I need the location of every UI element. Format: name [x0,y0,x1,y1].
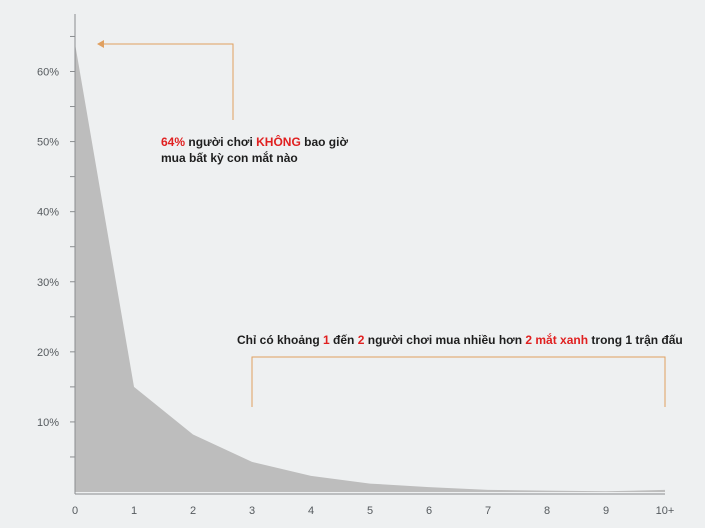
x-tick-label: 6 [426,505,432,517]
annotation-text: người chơi mua nhiều hơn [364,333,526,347]
annotation-text: bao giờ [300,135,348,149]
annotation-percent: 64% [161,135,186,149]
distribution-area [75,43,665,492]
annotation-buy-more: Chỉ có khoảng 1 đến 2 người chơi mua nhi… [237,332,683,348]
y-minor-ticks [70,35,75,458]
y-tick-label: 10% [37,417,59,429]
annotation-text: trận đấu [632,333,683,347]
x-tick-label: 5 [367,505,373,517]
annotation-line-1: 64% người chơi KHÔNG bao giờ [161,134,348,150]
annotation-highlight: 2 [357,333,365,347]
annotation-text: đến [329,333,358,347]
x-tick-label: 9 [603,505,609,517]
arrow-left-icon [97,40,104,48]
y-tick-labels: 10% 20% 30% 40% 50% 60% [37,67,59,429]
x-tick-label: 1 [131,505,137,517]
callout-line-top [98,43,234,120]
x-tick-labels: 0 1 2 3 4 5 6 7 8 9 10+ [72,505,674,517]
x-tick-label: 4 [308,505,314,517]
x-tick-label: 10+ [656,505,675,517]
annotation-highlight: KHÔNG [256,135,301,149]
y-tick-label: 40% [37,207,59,219]
annotation-text: Chỉ có khoảng [237,333,324,347]
annotation-highlight: 1 [625,333,633,347]
y-tick-label: 60% [37,67,59,79]
annotation-text: trong [588,333,626,347]
annotation-line-2: mua bất kỳ con mắt nào [161,151,298,165]
annotation-never-buy: 64% người chơi KHÔNG bao giờ mua bất kỳ … [161,134,348,166]
annotation-highlight: 2 mắt xanh [525,333,589,347]
annotation-highlight: 1 [323,333,330,347]
y-tick-label: 50% [37,137,59,149]
annotation-text: người chơi [185,135,257,149]
x-tick-label: 8 [544,505,550,517]
x-tick-label: 7 [485,505,491,517]
x-tick-label: 0 [72,505,78,517]
x-tick-label: 2 [190,505,196,517]
y-tick-label: 20% [37,347,59,359]
bracket-bottom [251,356,666,407]
x-tick-label: 3 [249,505,255,517]
y-tick-label: 30% [37,277,59,289]
